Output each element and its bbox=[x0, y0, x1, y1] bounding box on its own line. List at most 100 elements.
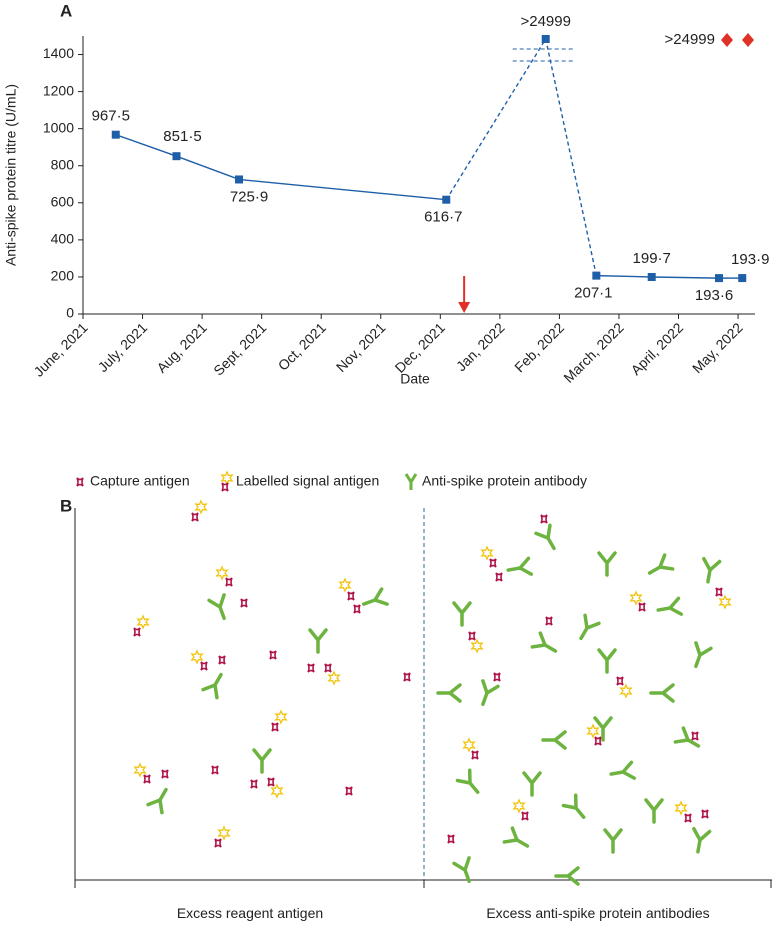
capture-antigen bbox=[221, 482, 229, 492]
capture-antigen bbox=[250, 779, 258, 789]
legend-label: Capture antigen bbox=[90, 473, 190, 489]
capture-antigen bbox=[540, 514, 548, 524]
x-tick-label: March, 2022 bbox=[560, 319, 626, 385]
capture-antigen bbox=[691, 731, 699, 741]
x-tick-label: Oct, 2021 bbox=[275, 319, 329, 373]
capture-antigen bbox=[214, 838, 222, 848]
signal-antigen bbox=[220, 470, 234, 486]
diagram bbox=[76, 470, 732, 886]
point bbox=[172, 152, 181, 161]
data-line bbox=[115, 134, 447, 201]
legend-note: >24999 bbox=[665, 31, 715, 48]
panel-label: A bbox=[60, 1, 72, 20]
y-axis-label: Anti-spike protein titre (U/mL) bbox=[3, 84, 19, 266]
value-label: 851·5 bbox=[163, 128, 201, 145]
signal-antigen bbox=[629, 590, 643, 606]
capture-antigen bbox=[715, 587, 723, 597]
antibody bbox=[702, 557, 722, 584]
antibody bbox=[534, 523, 556, 551]
capture-antigen bbox=[133, 627, 141, 637]
antibody bbox=[146, 787, 168, 815]
x-tick-label: July, 2021 bbox=[95, 319, 151, 375]
value-label: 199·7 bbox=[633, 250, 671, 267]
point bbox=[715, 274, 724, 283]
capture-antigen bbox=[616, 676, 624, 686]
capture-antigen bbox=[684, 813, 692, 823]
x-axis-label: Date bbox=[400, 371, 430, 387]
antibody bbox=[603, 828, 623, 854]
point bbox=[647, 272, 656, 281]
capture-antigen bbox=[495, 572, 503, 582]
antibody bbox=[207, 593, 226, 621]
y-tick-label: 1400 bbox=[43, 45, 74, 61]
antibody bbox=[506, 556, 533, 576]
capture-antigen bbox=[191, 512, 199, 522]
antibody bbox=[593, 716, 613, 742]
y-tick-label: 1200 bbox=[43, 82, 74, 98]
point bbox=[442, 195, 451, 204]
data-line bbox=[596, 274, 743, 279]
capture-antigen bbox=[225, 577, 233, 587]
antibody bbox=[522, 771, 542, 797]
capture-antigen bbox=[211, 765, 219, 775]
capture-antigen bbox=[489, 558, 497, 568]
value-label: 207·1 bbox=[574, 285, 612, 302]
antibody bbox=[252, 748, 272, 774]
y-tick-label: 600 bbox=[51, 194, 75, 210]
capture-antigen bbox=[447, 834, 455, 844]
point bbox=[541, 35, 550, 43]
capture-antigen bbox=[403, 672, 411, 682]
capture-antigen bbox=[347, 591, 355, 601]
signal-antigen bbox=[270, 783, 284, 799]
legend-marker bbox=[721, 33, 733, 47]
y-tick-label: 0 bbox=[66, 305, 74, 321]
dashed-connector bbox=[545, 38, 598, 276]
x-tick-label: Dec, 2021 bbox=[392, 319, 449, 376]
signal-antigen bbox=[619, 683, 633, 699]
panel-caption: Excess anti-spike protein antibodies bbox=[486, 905, 710, 921]
antibody bbox=[481, 679, 500, 707]
point-label: >24999 bbox=[520, 13, 570, 30]
signal-antigen bbox=[190, 649, 204, 665]
antibody bbox=[609, 760, 636, 780]
y-tick-label: 400 bbox=[51, 231, 75, 247]
value-label: 616·7 bbox=[424, 209, 462, 226]
capture-antigen bbox=[200, 661, 208, 671]
antibody bbox=[201, 672, 223, 700]
antibody bbox=[649, 683, 675, 703]
capture-antigen bbox=[240, 598, 248, 608]
capture-antigen bbox=[143, 774, 151, 784]
x-tick-label: Sept, 2021 bbox=[210, 319, 269, 378]
signal-antigen bbox=[338, 577, 352, 593]
legend-marker bbox=[742, 33, 754, 47]
capture-antigen bbox=[271, 722, 279, 732]
signal-antigen bbox=[194, 499, 208, 515]
capture-antigen bbox=[471, 750, 479, 760]
point bbox=[738, 274, 747, 283]
signal-antigen bbox=[470, 638, 484, 654]
signal-antigen bbox=[586, 723, 600, 739]
legend-label: Labelled signal antigen bbox=[236, 473, 379, 489]
value-label: 725·9 bbox=[230, 188, 268, 205]
capture-antigen bbox=[269, 650, 277, 660]
antibody bbox=[404, 473, 418, 490]
x-tick-label: June, 2021 bbox=[30, 319, 90, 379]
signal-antigen bbox=[215, 565, 229, 581]
antibody bbox=[579, 613, 601, 641]
signal-antigen bbox=[327, 670, 341, 686]
signal-antigen bbox=[217, 825, 231, 841]
panel-caption: Excess reagent antigen bbox=[176, 905, 324, 921]
signal-antigen bbox=[136, 614, 150, 630]
antibody bbox=[455, 768, 480, 794]
antibody bbox=[692, 827, 712, 854]
antibody bbox=[597, 551, 617, 577]
x-tick-label: April, 2022 bbox=[628, 319, 687, 378]
capture-antigen bbox=[218, 655, 226, 665]
x-tick-label: Aug, 2021 bbox=[153, 319, 210, 376]
antibody bbox=[644, 798, 664, 824]
capture-antigen bbox=[353, 604, 361, 614]
capture-antigen bbox=[545, 616, 553, 626]
capture-antigen bbox=[307, 663, 315, 673]
capture-antigen bbox=[267, 777, 275, 787]
capture-antigen bbox=[161, 769, 169, 779]
